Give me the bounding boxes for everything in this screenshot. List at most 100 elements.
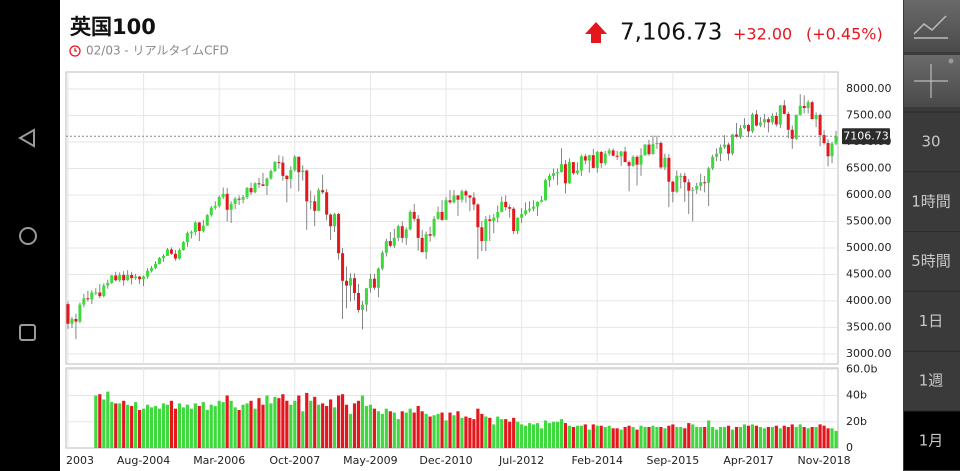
volume-bar [758, 427, 762, 448]
candle-body [396, 226, 400, 238]
volume-bar [360, 395, 365, 448]
candle-body [313, 201, 317, 211]
last-price-label: 7106.73 [843, 129, 889, 142]
volume-bar [404, 412, 408, 448]
volume-bar [611, 428, 615, 448]
candle-body [504, 201, 508, 208]
x-tick-label: Jul-2012 [498, 454, 544, 467]
candle-body [201, 225, 205, 231]
volume-bar [106, 391, 110, 448]
volume-bar [555, 421, 560, 448]
candle-body [102, 285, 106, 297]
candle-body [683, 175, 687, 183]
candle-body [643, 144, 647, 156]
candle-body [352, 278, 357, 293]
volume-bar [189, 408, 193, 448]
home-button[interactable] [19, 227, 37, 245]
candle-body [444, 200, 448, 220]
candle-body [273, 162, 277, 172]
candle-body [563, 164, 567, 184]
volume-bar [647, 427, 651, 448]
candle-body [647, 144, 651, 155]
volume-bar [217, 400, 221, 448]
candle-body [480, 227, 484, 242]
timeframe-button[interactable]: 1月 [919, 432, 944, 450]
volume-bar [364, 406, 369, 448]
candle-body [229, 203, 233, 210]
candle-body [66, 304, 70, 324]
candle-body [241, 197, 245, 200]
timeframe-button[interactable]: 30 [921, 133, 940, 151]
candle-body [536, 201, 540, 207]
candle-body [460, 191, 464, 200]
timeframe-button[interactable]: 1週 [919, 372, 944, 390]
candle-body [432, 218, 436, 236]
candle-body [189, 232, 193, 234]
volume-bar [711, 427, 715, 448]
y-tick-label: 3000.00 [846, 347, 892, 360]
candle-body [106, 282, 110, 286]
candle-body [289, 170, 293, 180]
clock-icon [69, 45, 81, 57]
volume-bar [444, 420, 448, 448]
candle-body [571, 162, 575, 174]
volume-bar [659, 427, 663, 448]
volume-bar [289, 404, 293, 448]
candle-body [384, 241, 388, 253]
volume-bar [726, 425, 731, 448]
candle-body [659, 143, 663, 168]
y-tick-label: 6000.00 [846, 188, 892, 201]
candle-body [679, 175, 683, 177]
volume-bar [122, 400, 126, 448]
volume-bar [834, 430, 838, 448]
candle-body [639, 155, 643, 165]
volume-bar [567, 425, 571, 448]
volume-bar [623, 427, 627, 448]
timeframe-button[interactable]: 1日 [919, 312, 944, 330]
indicator-dot [948, 58, 954, 64]
volume-bar [535, 423, 540, 448]
volume-bar [762, 428, 766, 448]
candle-body [579, 156, 583, 171]
volume-bar [810, 427, 814, 448]
volume-bar [225, 395, 229, 448]
candle-body [778, 105, 782, 125]
volume-bar [715, 429, 719, 448]
candle-body [297, 156, 301, 173]
y-tick-label: 5000.00 [846, 241, 892, 254]
volume-bar [627, 425, 631, 448]
volume-bar [488, 417, 492, 448]
candle-body [492, 217, 496, 221]
volume-bar [468, 417, 472, 448]
recents-button[interactable] [19, 324, 36, 341]
candle-body [651, 144, 655, 155]
volume-bar [241, 404, 245, 448]
volume-bar [376, 411, 380, 448]
candle-body [551, 173, 555, 176]
volume-bar [245, 403, 249, 448]
volume-bar [563, 423, 568, 448]
candle-body [615, 155, 619, 157]
timeframe-button[interactable]: 5時間 [911, 252, 951, 270]
volume-bar [277, 398, 281, 448]
candle-body [623, 151, 627, 163]
candle-body [436, 211, 440, 219]
volume-bar [504, 419, 508, 448]
candle-body [790, 129, 794, 139]
candle-body [599, 152, 603, 164]
x-tick-label: Aug-2004 [117, 454, 170, 467]
chart-type-button[interactable] [904, 0, 960, 52]
candle-body [169, 249, 173, 254]
candle-body [814, 114, 818, 120]
timeframe-button[interactable]: 1時間 [911, 192, 951, 210]
candle-body [126, 274, 130, 281]
back-button[interactable] [17, 128, 35, 148]
volume-bar [528, 423, 532, 448]
volume-bar [440, 412, 444, 448]
volume-bar [782, 425, 786, 448]
candle-body [368, 278, 372, 289]
volume-bar [261, 404, 265, 448]
volume-bar [639, 425, 643, 448]
volume-bar [619, 429, 623, 448]
